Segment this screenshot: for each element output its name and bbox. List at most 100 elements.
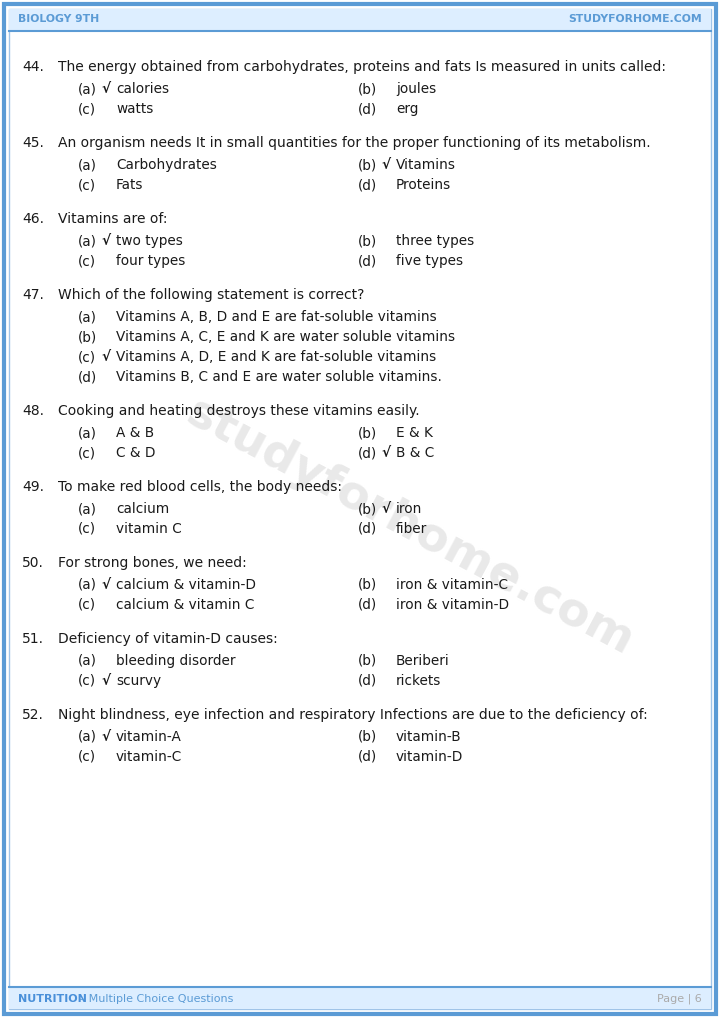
Text: watts: watts <box>116 102 153 116</box>
Text: 49.: 49. <box>22 480 44 494</box>
Text: (b): (b) <box>358 502 377 516</box>
Text: Vitamins: Vitamins <box>396 158 456 172</box>
Text: bleeding disorder: bleeding disorder <box>116 654 235 668</box>
Text: iron & vitamin-D: iron & vitamin-D <box>396 598 509 612</box>
Text: vitamin-D: vitamin-D <box>396 750 463 764</box>
Text: (c): (c) <box>78 674 96 688</box>
Text: (c): (c) <box>78 446 96 460</box>
Text: STUDYFORHOME.COM: STUDYFORHOME.COM <box>568 14 702 24</box>
Text: 47.: 47. <box>22 288 44 302</box>
Text: (d): (d) <box>358 254 377 268</box>
Text: vitamin-C: vitamin-C <box>116 750 182 764</box>
Text: 45.: 45. <box>22 136 44 150</box>
Text: Fats: Fats <box>116 178 143 192</box>
Text: 52.: 52. <box>22 708 44 722</box>
Text: 44.: 44. <box>22 60 44 74</box>
Text: vitamin-A: vitamin-A <box>116 730 182 744</box>
Text: joules: joules <box>396 82 436 96</box>
Bar <box>9 9 711 30</box>
Text: iron: iron <box>396 502 423 516</box>
Text: (a): (a) <box>78 502 97 516</box>
Text: Vitamins A, D, E and K are fat-soluble vitamins: Vitamins A, D, E and K are fat-soluble v… <box>116 350 436 364</box>
Text: 46.: 46. <box>22 212 44 226</box>
Text: scurvy: scurvy <box>116 674 161 688</box>
Text: (c): (c) <box>78 254 96 268</box>
Text: NUTRITION: NUTRITION <box>18 994 87 1004</box>
Text: √: √ <box>382 446 391 460</box>
Text: B & C: B & C <box>396 446 434 460</box>
Text: (a): (a) <box>78 578 97 592</box>
Text: (c): (c) <box>78 598 96 612</box>
Text: √: √ <box>102 350 111 364</box>
Text: (b): (b) <box>358 82 377 96</box>
Text: An organism needs It in small quantities for the proper functioning of its metab: An organism needs It in small quantities… <box>58 136 651 150</box>
Text: two types: two types <box>116 234 183 248</box>
Text: √: √ <box>102 82 111 96</box>
Text: (c): (c) <box>78 102 96 116</box>
Text: (b): (b) <box>358 578 377 592</box>
Text: (a): (a) <box>78 234 97 248</box>
Text: 50.: 50. <box>22 556 44 570</box>
Text: four types: four types <box>116 254 185 268</box>
Text: (b): (b) <box>358 234 377 248</box>
Text: calcium & vitamin-D: calcium & vitamin-D <box>116 578 256 592</box>
Text: (a): (a) <box>78 730 97 744</box>
Text: Vitamins B, C and E are water soluble vitamins.: Vitamins B, C and E are water soluble vi… <box>116 370 442 384</box>
Text: Beriberi: Beriberi <box>396 654 450 668</box>
Text: Which of the following statement is correct?: Which of the following statement is corr… <box>58 288 364 302</box>
Text: (c): (c) <box>78 522 96 536</box>
Text: (c): (c) <box>78 350 96 364</box>
Text: (d): (d) <box>358 522 377 536</box>
Text: √: √ <box>102 730 111 744</box>
Text: Carbohydrates: Carbohydrates <box>116 158 217 172</box>
Text: (b): (b) <box>358 654 377 668</box>
Text: studyforhome.com: studyforhome.com <box>179 391 642 666</box>
Text: To make red blood cells, the body needs:: To make red blood cells, the body needs: <box>58 480 342 494</box>
Text: (b): (b) <box>358 730 377 744</box>
Text: three types: three types <box>396 234 474 248</box>
Text: rickets: rickets <box>396 674 441 688</box>
Text: (a): (a) <box>78 426 97 440</box>
Text: Proteins: Proteins <box>396 178 451 192</box>
Text: erg: erg <box>396 102 418 116</box>
Text: Page | 6: Page | 6 <box>657 994 702 1004</box>
Text: (d): (d) <box>358 750 377 764</box>
Text: (b): (b) <box>358 158 377 172</box>
Text: calcium & vitamin C: calcium & vitamin C <box>116 598 254 612</box>
Text: (d): (d) <box>358 598 377 612</box>
Text: (d): (d) <box>78 370 97 384</box>
Text: The energy obtained from carbohydrates, proteins and fats Is measured in units c: The energy obtained from carbohydrates, … <box>58 60 666 74</box>
Text: (d): (d) <box>358 178 377 192</box>
Text: √: √ <box>102 234 111 248</box>
Text: Vitamins A, C, E and K are water soluble vitamins: Vitamins A, C, E and K are water soluble… <box>116 330 455 344</box>
Text: (a): (a) <box>78 82 97 96</box>
Text: A & B: A & B <box>116 426 154 440</box>
Text: (d): (d) <box>358 674 377 688</box>
Text: Vitamins A, B, D and E are fat-soluble vitamins: Vitamins A, B, D and E are fat-soluble v… <box>116 310 437 324</box>
Text: (a): (a) <box>78 310 97 324</box>
Text: E & K: E & K <box>396 426 433 440</box>
Text: five types: five types <box>396 254 463 268</box>
Text: (c): (c) <box>78 750 96 764</box>
Text: (d): (d) <box>358 102 377 116</box>
Text: (d): (d) <box>358 446 377 460</box>
Text: calories: calories <box>116 82 169 96</box>
Text: 51.: 51. <box>22 632 44 646</box>
Text: – Multiple Choice Questions: – Multiple Choice Questions <box>76 994 233 1004</box>
Text: (c): (c) <box>78 178 96 192</box>
Bar <box>9 988 711 1009</box>
Text: vitamin-B: vitamin-B <box>396 730 462 744</box>
Text: For strong bones, we need:: For strong bones, we need: <box>58 556 247 570</box>
Text: √: √ <box>102 578 111 592</box>
Text: calcium: calcium <box>116 502 169 516</box>
Text: Night blindness, eye infection and respiratory Infections are due to the deficie: Night blindness, eye infection and respi… <box>58 708 648 722</box>
Text: fiber: fiber <box>396 522 427 536</box>
Text: iron & vitamin-C: iron & vitamin-C <box>396 578 508 592</box>
Text: (a): (a) <box>78 654 97 668</box>
Text: BIOLOGY 9TH: BIOLOGY 9TH <box>18 14 99 24</box>
Text: C & D: C & D <box>116 446 156 460</box>
Text: Vitamins are of:: Vitamins are of: <box>58 212 168 226</box>
Text: √: √ <box>382 502 391 516</box>
Text: 48.: 48. <box>22 404 44 418</box>
Text: vitamin C: vitamin C <box>116 522 181 536</box>
